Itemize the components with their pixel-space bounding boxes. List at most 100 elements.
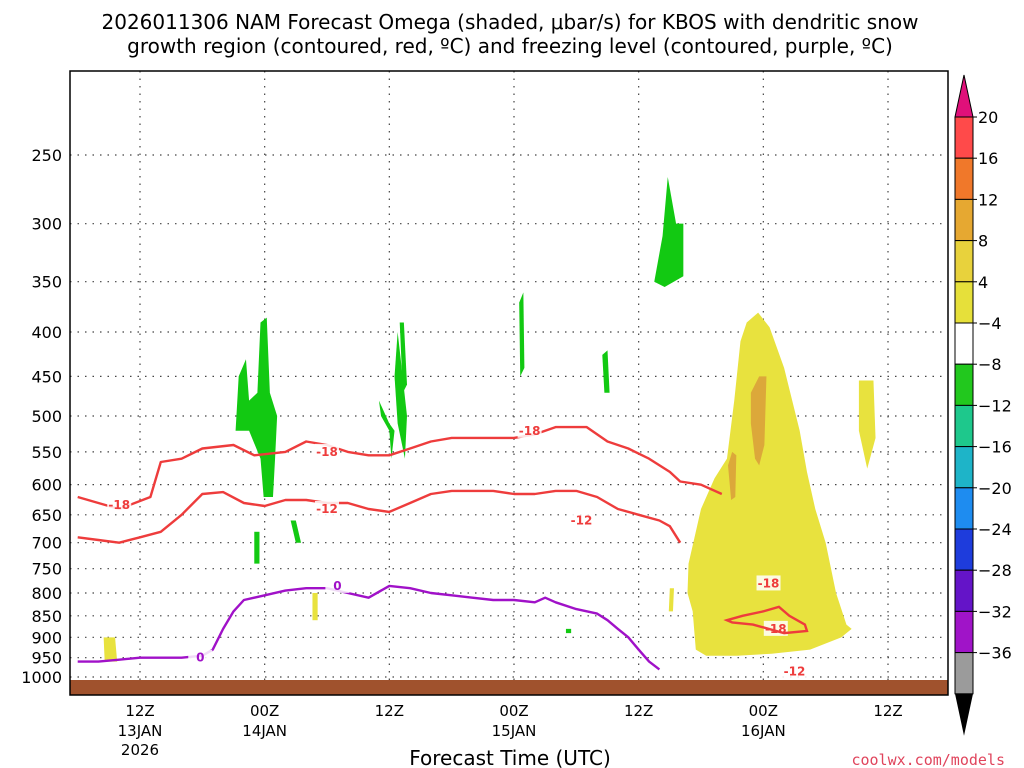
omega-green-region xyxy=(519,292,525,377)
x-tick-label: 14JAN xyxy=(242,722,287,740)
ground-surface xyxy=(70,680,948,695)
colorbar-swatch xyxy=(954,116,974,159)
x-tick-label: 00Z xyxy=(499,702,528,720)
colorbar-label: −24 xyxy=(978,520,1012,539)
colorbar-swatch xyxy=(954,610,974,654)
y-tick-label: 250 xyxy=(31,146,62,165)
omega-yellow-region xyxy=(312,592,318,621)
colorbar-label: −36 xyxy=(978,644,1012,663)
colorbar-swatch xyxy=(954,363,974,406)
colorbar-label: −8 xyxy=(978,355,1002,374)
omega-yellow-region xyxy=(103,637,118,662)
colorbar-swatch xyxy=(954,446,974,489)
y-tick-label: 300 xyxy=(31,215,62,234)
omega-green-region xyxy=(254,531,260,564)
colorbar-swatch xyxy=(954,487,974,530)
x-tick-label: 12Z xyxy=(125,702,154,720)
omega-yellow-region xyxy=(858,380,876,469)
y-tick-label: 850 xyxy=(31,607,62,626)
omega-orange-region xyxy=(728,451,737,501)
chart-title-line-2: growth region (contoured, red, ºC) and f… xyxy=(127,34,893,58)
chart-title-line-1: 2026011306 NAM Forecast Omega (shaded, μ… xyxy=(102,10,919,34)
omega-colorbar: 20 16 12 8 4 −4 −8 −12 −16 −20 −24 −28 −32 −36 xyxy=(954,74,1012,736)
colorbar-label: −16 xyxy=(978,438,1012,457)
x-tick-label: 13JAN xyxy=(118,722,163,740)
omega-yellow-region xyxy=(687,312,852,656)
x-axis-label: Forecast Time (UTC) xyxy=(409,746,611,768)
y-tick-label: 400 xyxy=(31,323,62,342)
plot-frame xyxy=(69,70,949,696)
y-tick-label: 950 xyxy=(31,649,62,668)
omega-green-region xyxy=(235,317,278,498)
colorbar-label: 16 xyxy=(978,149,998,168)
x-tick-label: 15JAN xyxy=(492,722,537,740)
credit-link[interactable]: coolwx.com/models xyxy=(851,751,1005,768)
colorbar-swatch xyxy=(954,404,974,448)
omega-orange-region xyxy=(750,376,767,466)
contour-label-background xyxy=(569,512,594,528)
contour-label: -12 xyxy=(316,502,338,516)
x-tick-label: 12Z xyxy=(873,702,902,720)
omega-shading xyxy=(103,176,876,662)
y-axis-pressure-labels: 250 300 350 400 450 500 550 600 650 700 750 800 850 9… xyxy=(21,146,62,687)
colorbar-swatch xyxy=(954,322,974,365)
contour-label: 0 xyxy=(196,651,204,665)
contour-label: -18 xyxy=(316,445,338,459)
colorbar-label: −20 xyxy=(978,479,1012,498)
colorbar-top-triangle xyxy=(954,74,974,118)
contour-label: -18 xyxy=(108,498,130,512)
omega-green-region xyxy=(654,176,684,288)
colorbar-swatch xyxy=(954,157,974,200)
colorbar-label: 8 xyxy=(978,232,988,251)
y-tick-label: 500 xyxy=(31,407,62,426)
x-tick-label: 16JAN xyxy=(741,722,786,740)
contour-label: 0 xyxy=(333,579,341,593)
colorbar-label: 20 xyxy=(978,108,998,127)
y-tick-label: 600 xyxy=(31,476,62,495)
colorbar-label: −4 xyxy=(978,314,1002,333)
x-tick-label: 2026 xyxy=(121,741,159,759)
omega-green-region xyxy=(602,350,610,393)
y-tick-label: 550 xyxy=(31,443,62,462)
contour-label-background xyxy=(315,443,339,459)
y-tick-label: 350 xyxy=(31,273,62,292)
contour-line xyxy=(77,489,682,544)
colorbar-label: 4 xyxy=(978,273,988,292)
contour-label-background xyxy=(315,500,339,516)
contour-label-background xyxy=(756,575,781,591)
omega-green-region xyxy=(394,331,407,459)
contour-label-background xyxy=(188,649,213,665)
colorbar-swatch xyxy=(954,652,974,695)
colorbar-swatch xyxy=(954,281,974,324)
contour-label-background xyxy=(517,422,542,438)
contour-label: -18 xyxy=(758,576,780,590)
x-tick-label: 12Z xyxy=(624,702,653,720)
omega-yellow-region xyxy=(668,588,674,612)
omega-green-region xyxy=(399,322,407,393)
x-tick-label: 00Z xyxy=(250,702,279,720)
contour-label-background xyxy=(325,577,350,593)
colorbar-swatch xyxy=(954,198,974,242)
colorbar-swatch xyxy=(954,528,974,571)
y-tick-label: 900 xyxy=(31,628,62,647)
y-tick-label: 700 xyxy=(31,534,62,553)
x-tick-label: 12Z xyxy=(375,702,404,720)
colorbar-bottom-triangle xyxy=(955,693,973,736)
y-tick-label: 800 xyxy=(31,584,62,603)
contour-line xyxy=(723,605,809,635)
colorbar-label: 12 xyxy=(978,190,998,209)
x-tick-label: 00Z xyxy=(749,702,778,720)
contour-label: -12 xyxy=(784,664,806,678)
colorbar-label: −12 xyxy=(978,396,1012,415)
colorbar-label: −32 xyxy=(978,602,1012,621)
omega-green-region xyxy=(565,628,572,634)
omega-green-region xyxy=(290,520,302,543)
y-tick-label: 1000 xyxy=(21,668,62,687)
contour-label-background xyxy=(107,496,132,512)
contour-line xyxy=(77,425,723,511)
contour-label: -18 xyxy=(519,424,541,438)
